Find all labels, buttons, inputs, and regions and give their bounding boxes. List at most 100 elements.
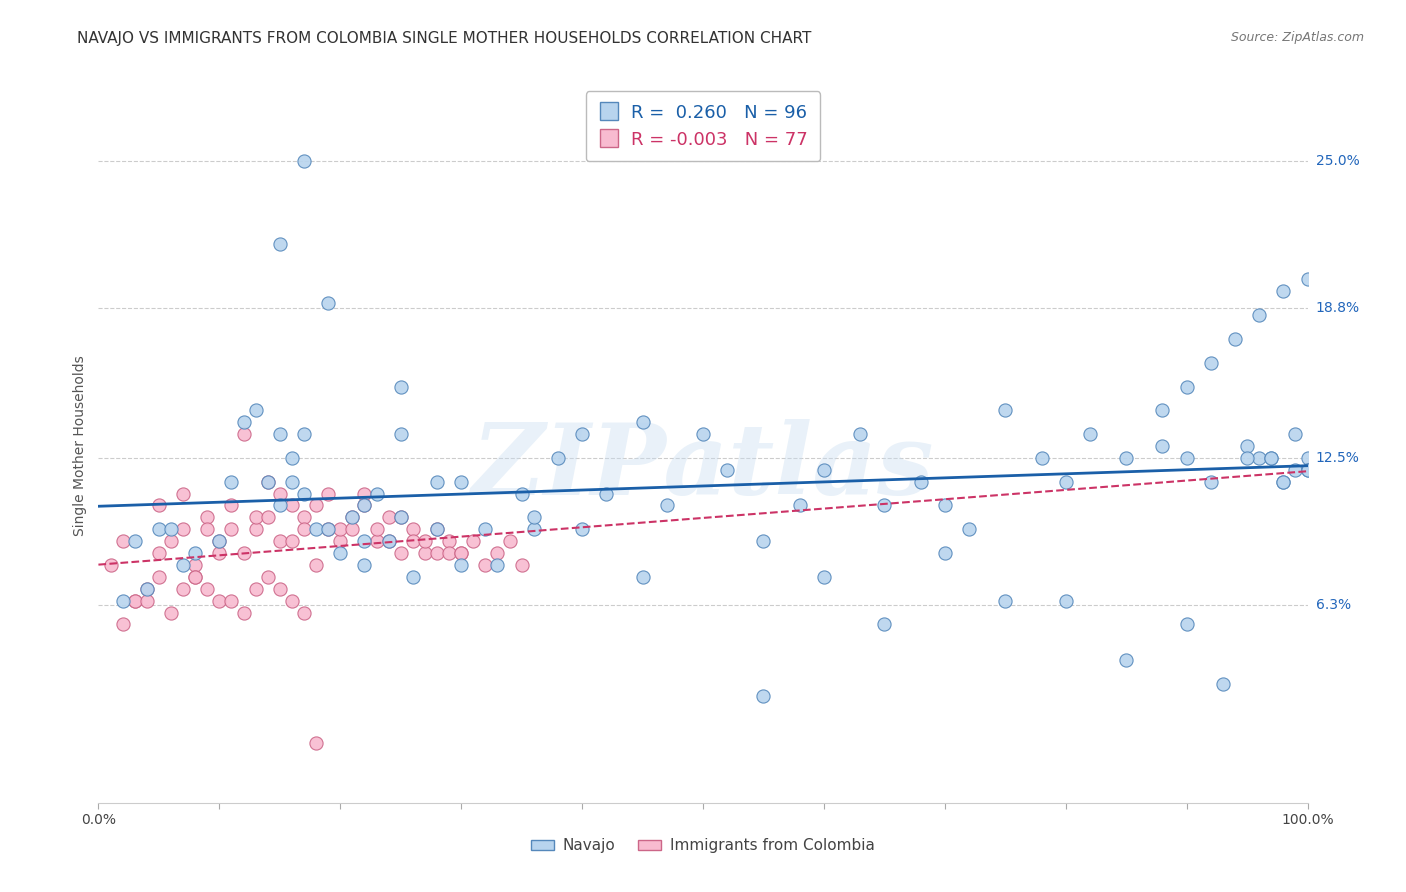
Point [631,415,654,429]
Point [1152,439,1174,453]
Point [813,463,835,477]
Point [474,522,496,536]
Point [292,510,315,524]
Point [402,534,425,549]
Point [245,403,267,417]
Point [316,486,339,500]
Point [571,427,593,442]
Point [172,558,194,572]
Point [377,534,399,549]
Point [160,606,183,620]
Point [292,606,315,620]
Point [184,558,207,572]
Point [377,510,399,524]
Point [873,617,896,632]
Point [316,522,339,536]
Point [195,522,218,536]
Point [1284,427,1306,442]
Point [1260,450,1282,465]
Text: 25.0%: 25.0% [1316,153,1360,168]
Point [329,534,352,549]
Point [377,534,399,549]
Point [1249,308,1271,322]
Point [389,546,412,560]
Point [1249,450,1271,465]
Point [111,534,134,549]
Point [269,236,291,251]
Point [402,522,425,536]
Point [486,558,509,572]
Point [184,570,207,584]
Point [1236,439,1258,453]
Point [1284,463,1306,477]
Point [232,546,254,560]
Point [160,522,183,536]
Point [1199,475,1222,489]
Point [305,522,328,536]
Point [510,486,533,500]
Point [100,558,122,572]
Point [426,522,449,536]
Point [1260,450,1282,465]
Point [910,475,932,489]
Point [1031,450,1053,465]
Point [172,522,194,536]
Point [292,427,315,442]
Point [957,522,980,536]
Point [269,582,291,596]
Y-axis label: Single Mother Households: Single Mother Households [73,356,87,536]
Point [389,510,412,524]
Point [934,546,956,560]
Point [329,522,352,536]
Point [208,534,231,549]
Point [366,522,388,536]
Point [148,499,170,513]
Point [342,510,364,524]
Point [1199,356,1222,370]
Point [1236,450,1258,465]
Point [486,546,509,560]
Point [450,475,472,489]
Point [184,546,207,560]
Point [124,534,146,549]
Point [256,475,278,489]
Point [426,475,449,489]
Point [292,153,315,168]
Point [256,570,278,584]
Point [498,534,520,549]
Point [281,475,304,489]
Point [1223,332,1246,346]
Point [547,450,569,465]
Point [1115,450,1137,465]
Point [342,510,364,524]
Point [221,593,243,607]
Point [292,522,315,536]
Point [752,534,775,549]
Point [208,593,231,607]
Point [450,546,472,560]
Point [221,499,243,513]
Point [389,379,412,393]
Point [402,570,425,584]
Text: Source: ZipAtlas.com: Source: ZipAtlas.com [1230,31,1364,45]
Point [269,486,291,500]
Point [426,522,449,536]
Point [389,427,412,442]
Point [353,486,375,500]
Point [1054,475,1077,489]
Point [221,475,243,489]
Point [292,486,315,500]
Text: 6.3%: 6.3% [1316,599,1351,613]
Text: 18.8%: 18.8% [1316,301,1360,315]
Point [1272,475,1295,489]
Point [353,558,375,572]
Point [281,593,304,607]
Point [135,582,157,596]
Point [111,617,134,632]
Point [450,558,472,572]
Point [595,486,617,500]
Point [1054,593,1077,607]
Point [994,593,1017,607]
Point [124,593,146,607]
Point [474,558,496,572]
